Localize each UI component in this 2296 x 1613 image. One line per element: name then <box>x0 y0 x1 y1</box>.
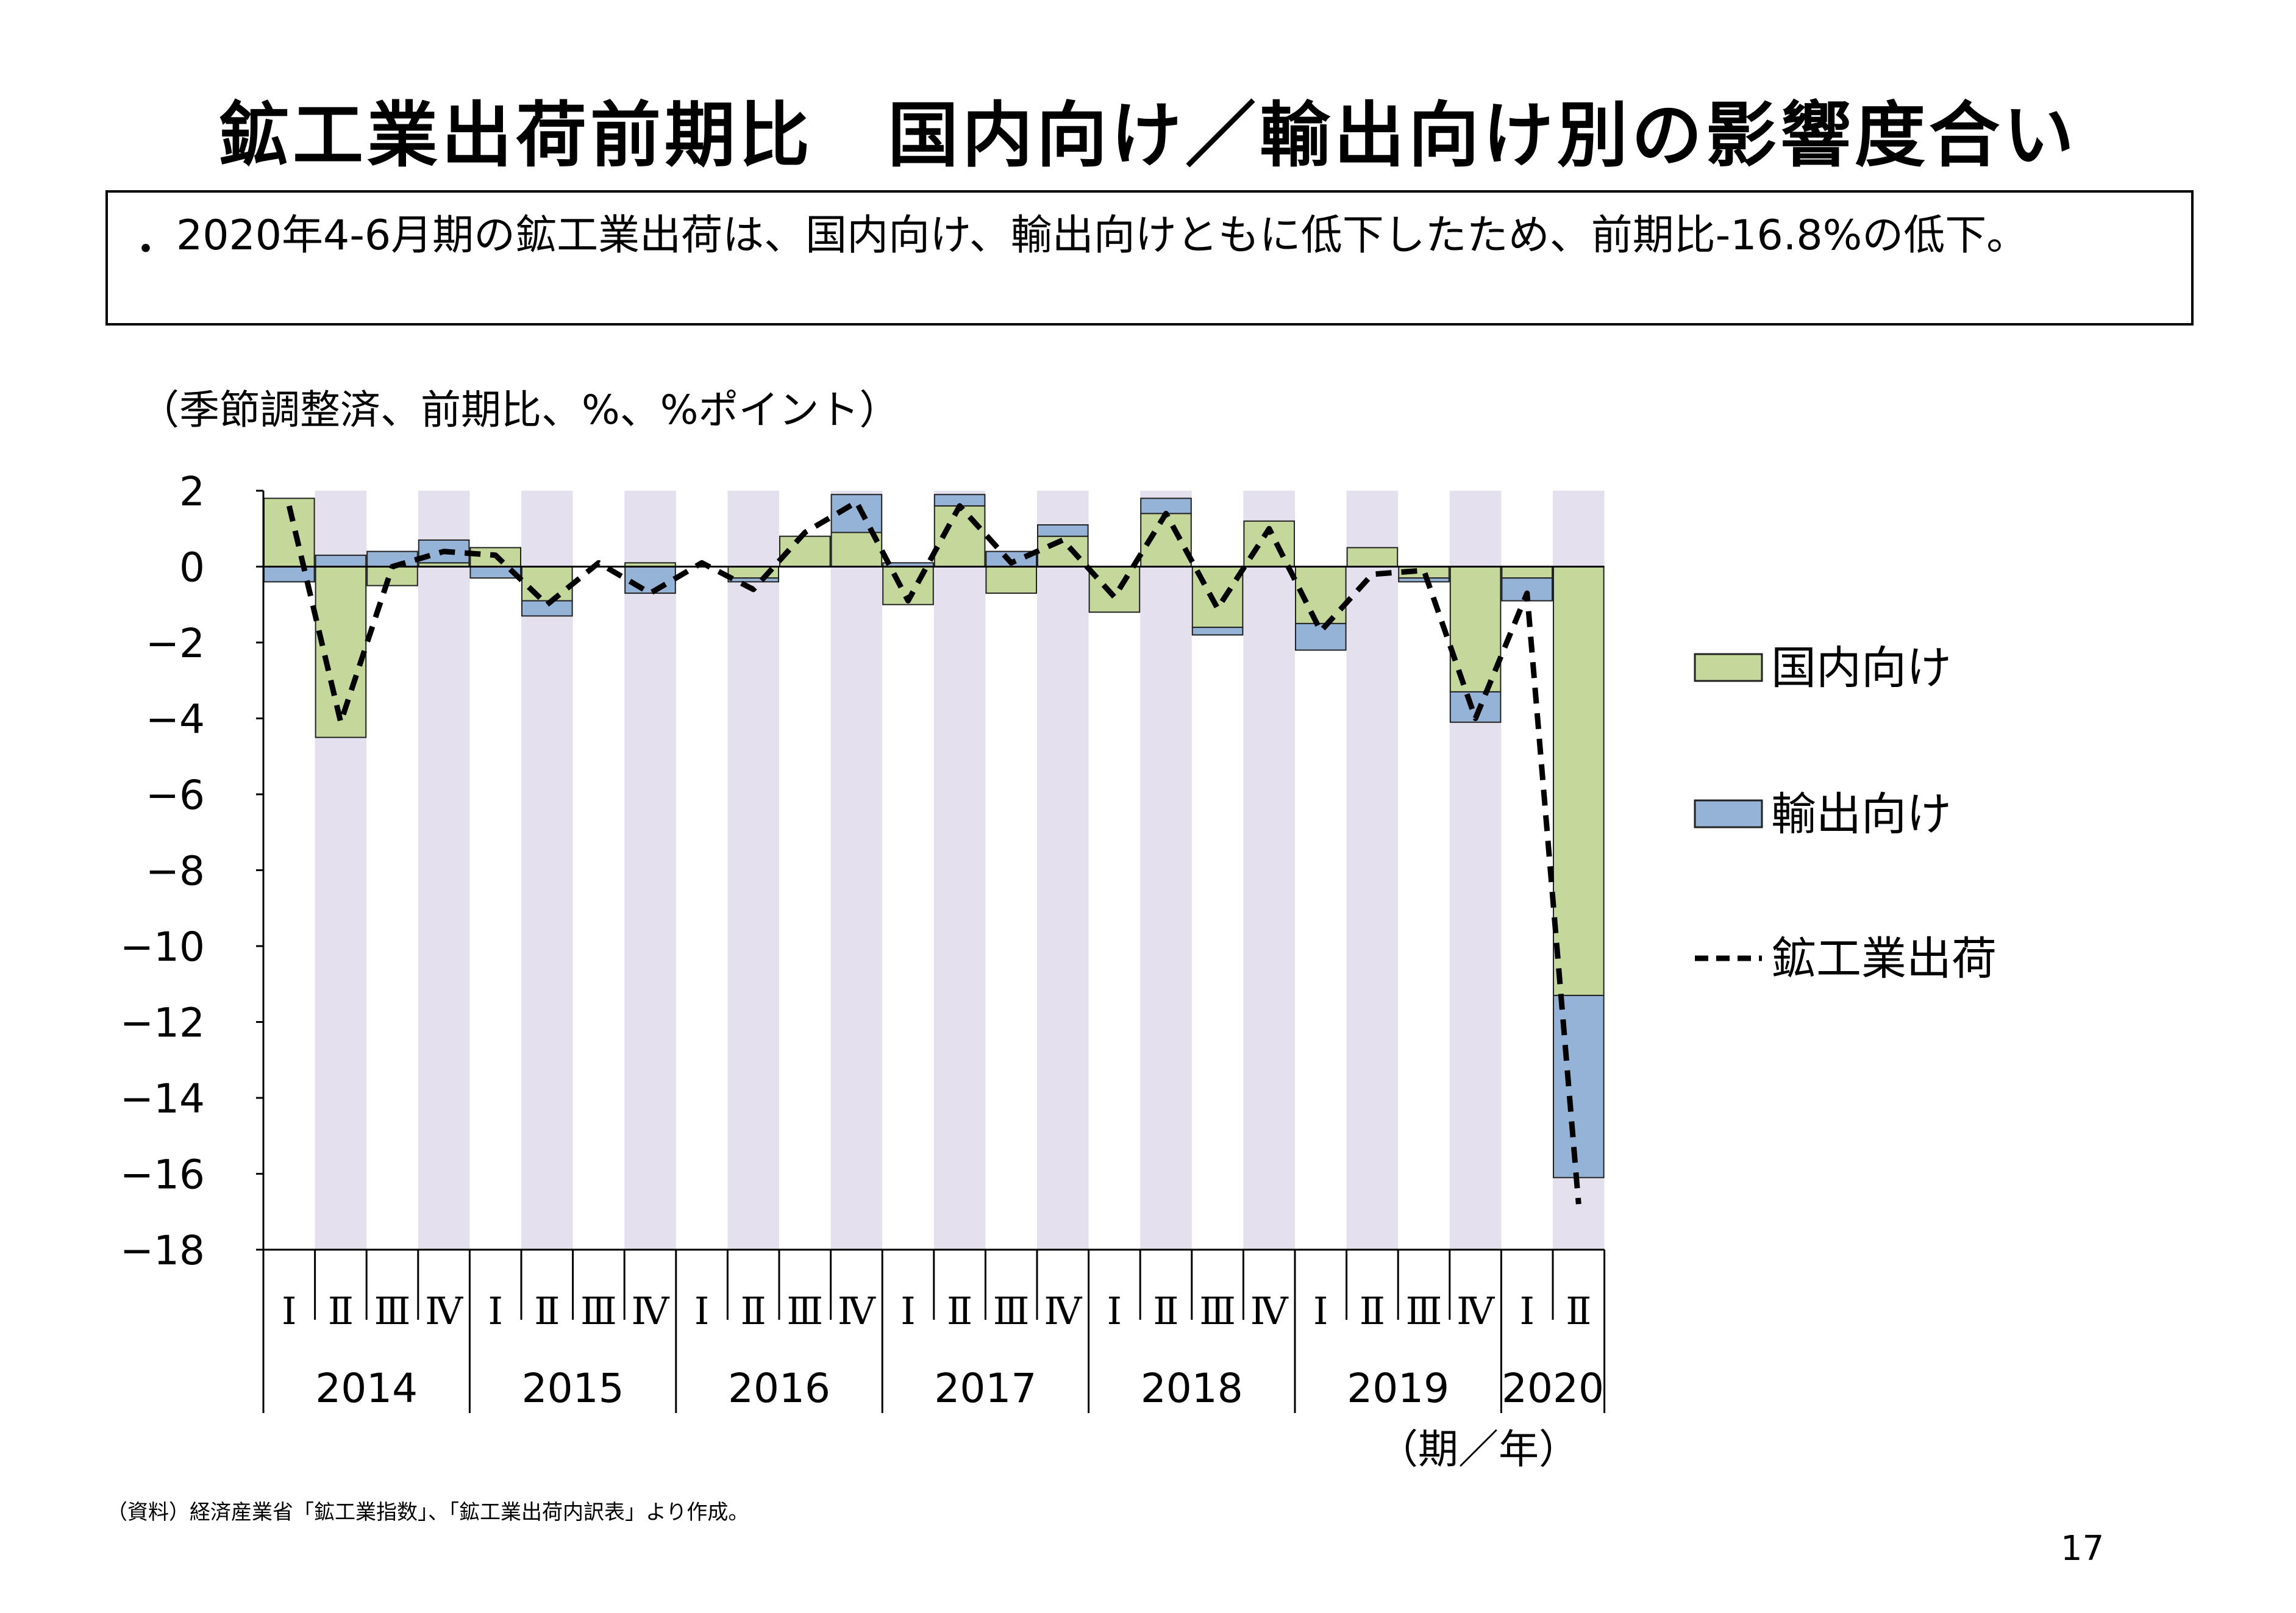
y-tick-label: −18 <box>120 1227 205 1274</box>
quarter-label: Ⅰ <box>694 1289 710 1333</box>
bar-export <box>727 577 780 583</box>
quarter-label: Ⅲ <box>1199 1289 1236 1333</box>
quarter-label: Ⅰ <box>282 1289 297 1333</box>
y-tick-label: −6 <box>146 772 205 819</box>
bar-domestic <box>366 566 418 586</box>
y-tick-label: −12 <box>120 1000 205 1047</box>
chart-line-series <box>286 499 1581 1205</box>
y-tick-label: 2 <box>179 468 205 515</box>
quarter-label: Ⅰ <box>488 1289 503 1333</box>
shaded-band <box>418 491 470 1250</box>
shaded-band <box>1140 491 1192 1250</box>
year-label: 2020 <box>1502 1365 1604 1412</box>
year-label: 2016 <box>728 1365 830 1412</box>
bar-export <box>1037 524 1089 537</box>
line-series-total <box>286 499 1581 1205</box>
quarter-label: Ⅱ <box>947 1289 972 1333</box>
quarter-label: Ⅳ <box>1456 1289 1495 1333</box>
quarter-label: Ⅰ <box>1107 1289 1122 1333</box>
y-tick-label: −10 <box>120 924 205 970</box>
bar-export <box>315 554 367 568</box>
year-label: 2014 <box>315 1365 418 1412</box>
quarter-label: Ⅱ <box>1360 1289 1385 1333</box>
shaded-band <box>1346 491 1399 1250</box>
shaded-band <box>830 491 883 1250</box>
legend-label-export: 輸出向け <box>1771 788 1952 841</box>
quarter-label: Ⅲ <box>374 1289 411 1333</box>
bar-export <box>521 600 573 617</box>
shaded-band <box>727 491 779 1250</box>
year-label: 2015 <box>522 1365 624 1412</box>
source-footnote: （資料）経済産業省「鉱工業指数」、「鉱工業出荷内訳表」より作成。 <box>107 1500 749 1525</box>
chart: 20−2−4−6−8−10−12−14−16−18Ⅰ Ⅱ Ⅲ Ⅳ Ⅰ Ⅱ Ⅲ Ⅳ Ⅰ Ⅱ Ⅲ Ⅳ Ⅰ Ⅱ Ⅲ… <box>120 386 1997 1473</box>
shaded-band <box>1037 491 1089 1250</box>
y-tick-label: −14 <box>120 1075 205 1122</box>
chart-labels: 20−2−4−6−8−10−12−14−16−18Ⅰ Ⅱ Ⅲ Ⅳ Ⅰ Ⅱ Ⅲ Ⅳ Ⅰ Ⅱ Ⅲ Ⅳ Ⅰ Ⅱ Ⅲ… <box>120 386 1604 1473</box>
chart-axes <box>256 490 1606 1413</box>
year-label: 2017 <box>934 1365 1036 1412</box>
y-tick-label: −2 <box>146 620 205 667</box>
bar-domestic <box>315 566 367 738</box>
shaded-band <box>624 491 676 1250</box>
shaded-band <box>521 491 573 1250</box>
page-number: 17 <box>2061 1529 2105 1568</box>
summary-box: ・ 2020年4-6月期の鉱工業出荷は、国内向け、輸出向けともに低下したため、前… <box>105 190 2194 326</box>
quarter-label: Ⅲ <box>993 1289 1030 1333</box>
quarter-label: Ⅰ <box>1313 1289 1328 1333</box>
y-tick-label: −4 <box>146 696 205 743</box>
quarter-label: Ⅳ <box>425 1289 463 1333</box>
bar-domestic <box>985 566 1038 594</box>
legend-swatch-export <box>1694 799 1763 828</box>
quarter-label: Ⅳ <box>1044 1289 1082 1333</box>
bar-domestic <box>1501 566 1553 579</box>
summary-bullet: ・ <box>126 227 165 272</box>
page-title: 鉱工業出荷前期比 国内向け／輸出向け別の影響度合い <box>218 94 2078 177</box>
quarter-label: Ⅳ <box>632 1289 670 1333</box>
bar-domestic <box>521 566 573 602</box>
bar-export <box>1191 627 1244 636</box>
quarter-label: Ⅱ <box>1153 1289 1178 1333</box>
legend-label-domestic: 国内向け <box>1771 642 1952 694</box>
quarter-label: Ⅰ <box>900 1289 916 1333</box>
quarter-label: Ⅱ <box>1566 1289 1591 1333</box>
quarter-label: Ⅱ <box>534 1289 560 1333</box>
legend-swatch-domestic <box>1694 653 1763 682</box>
quarter-label: Ⅱ <box>741 1289 766 1333</box>
summary-text: 2020年4-6月期の鉱工業出荷は、国内向け、輸出向けともに低下したため、前期比… <box>176 212 2028 260</box>
quarter-label: Ⅱ <box>328 1289 354 1333</box>
bar-domestic <box>1346 547 1399 568</box>
year-label: 2019 <box>1347 1365 1449 1412</box>
year-label: 2018 <box>1141 1365 1243 1412</box>
y-tick-label: 0 <box>179 544 205 591</box>
quarter-label: Ⅳ <box>838 1289 876 1333</box>
y-axis-label: （季節調整済、前期比、%、%ポイント） <box>139 386 899 433</box>
quarter-label: Ⅰ <box>1519 1289 1535 1333</box>
bar-domestic <box>1088 566 1141 613</box>
bar-export <box>1295 622 1347 651</box>
chart-shaded-bands <box>315 491 1605 1250</box>
quarter-label: Ⅲ <box>1406 1289 1442 1333</box>
bar-domestic <box>1191 566 1244 628</box>
quarter-label: Ⅳ <box>1250 1289 1289 1333</box>
legend-label-total: 鉱工業出荷 <box>1771 933 1997 985</box>
quarter-label: Ⅲ <box>786 1289 823 1333</box>
shaded-band <box>1243 491 1295 1250</box>
y-tick-label: −16 <box>120 1152 205 1198</box>
y-tick-label: −8 <box>146 848 205 895</box>
x-axis-label: （期／年） <box>1378 1426 1579 1473</box>
quarter-label: Ⅲ <box>580 1289 617 1333</box>
bar-domestic <box>1553 566 1605 996</box>
shaded-band <box>933 491 986 1250</box>
